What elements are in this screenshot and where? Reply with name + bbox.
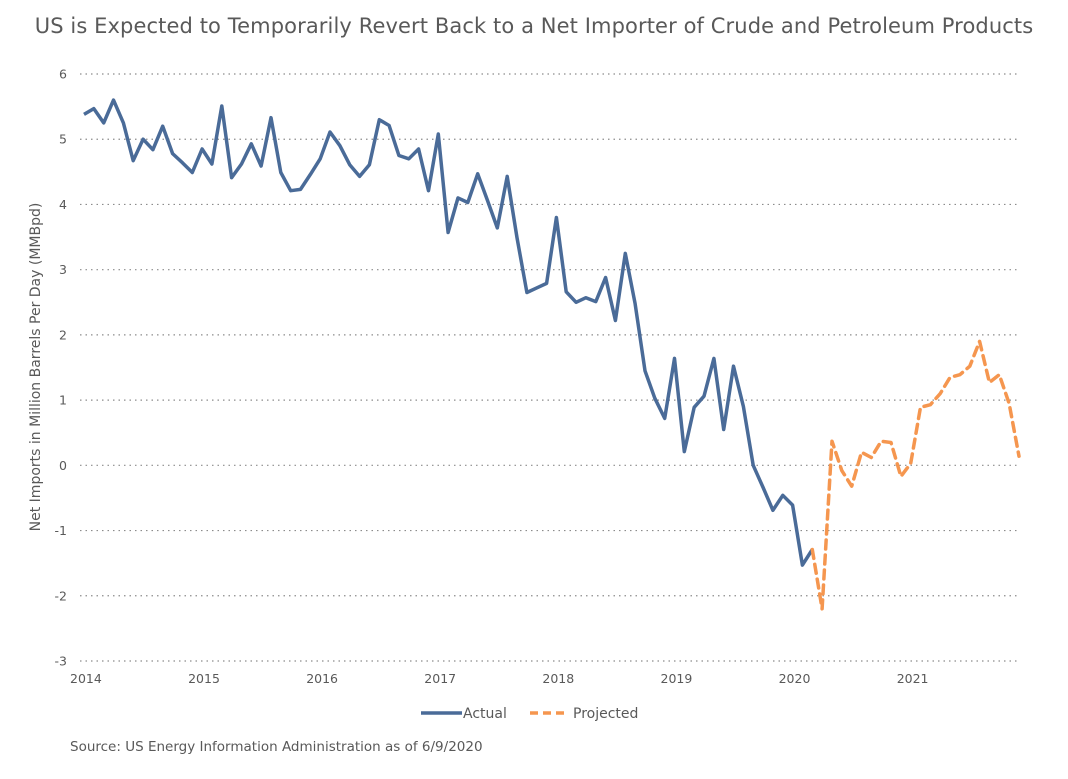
x-tick-label: 2021 [897,671,929,686]
gridlines [80,73,1020,662]
x-tick-label: 2015 [188,671,220,686]
y-tick-label: -1 [55,523,67,538]
y-tick-label: -3 [55,654,67,669]
source-note: Source: US Energy Information Administra… [70,739,483,755]
y-tick-labels: 6 5 4 3 2 1 0 -1 -2 -3 [55,67,68,669]
series-line-actual [83,98,814,567]
y-tick-label: -2 [55,588,67,603]
x-tick-label: 2020 [779,671,811,686]
y-tick-label: 3 [59,262,67,277]
series-line-projected [810,339,1021,611]
x-tick-label: 2018 [542,671,574,686]
x-tick-label: 2019 [661,671,693,686]
legend: Actual Projected [421,706,638,722]
y-tick-label: 2 [59,327,67,342]
chart-title: US is Expected to Temporarily Revert Bac… [34,14,1034,38]
y-tick-label: 6 [59,67,67,82]
y-tick-label: 5 [59,132,67,147]
legend-actual-label: Actual [463,706,507,722]
y-axis-label: Net Imports in Million Barrels Per Day (… [28,203,44,532]
legend-projected-label: Projected [573,706,638,722]
x-tick-labels: 2014 2015 2016 2017 2018 2019 2020 2021 [70,671,929,686]
y-tick-label: 1 [59,393,67,408]
series-lines [83,98,1021,611]
x-tick-label: 2016 [306,671,338,686]
y-tick-label: 4 [59,197,67,212]
x-tick-label: 2017 [424,671,456,686]
x-tick-label: 2014 [70,671,102,686]
y-tick-label: 0 [59,458,67,473]
